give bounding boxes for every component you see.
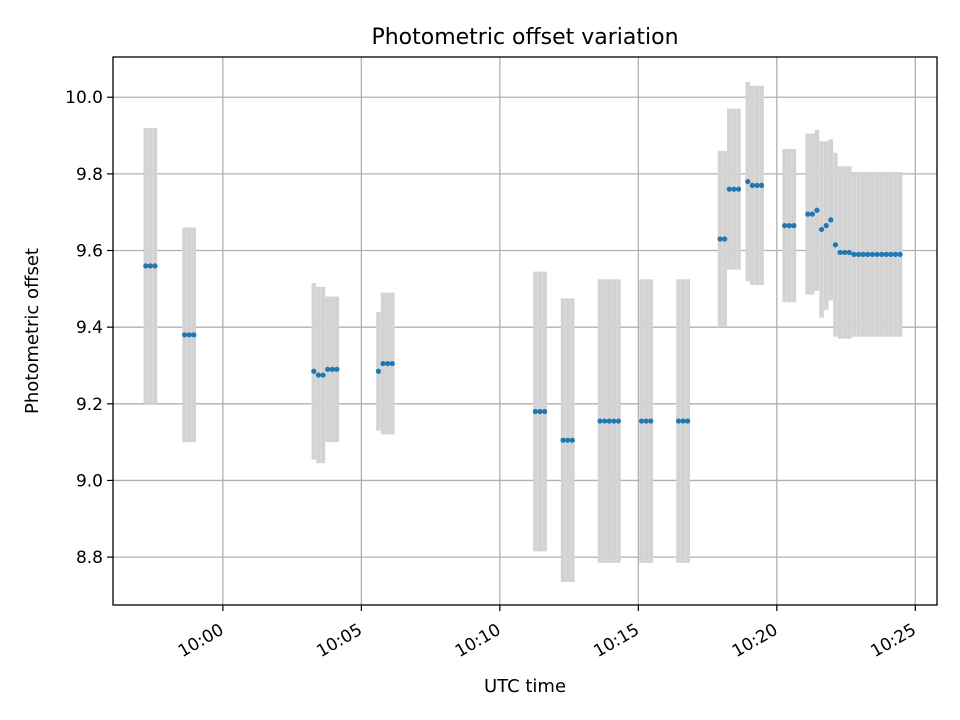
data-point [869,251,875,257]
x-tick-label: 10:05 [313,620,365,662]
data-point [147,263,153,269]
data-point [754,182,760,188]
data-point [786,223,792,229]
data-point [315,372,322,378]
data-point [782,223,788,229]
data-point [823,223,829,229]
y-tick-label: 9.0 [76,471,103,491]
data-point [375,368,382,374]
data-point [334,366,340,372]
data-point [722,236,728,242]
data-point [648,418,654,424]
data-point [191,332,197,338]
data-point [186,332,192,338]
data-point [855,251,862,257]
plot-frame [112,56,938,606]
x-tick-label: 10:00 [175,620,227,662]
data-point [389,360,395,367]
data-point [851,251,857,257]
data-point [569,437,575,443]
data-point [532,408,538,415]
data-point [542,408,548,415]
data-point [311,368,317,374]
data-point [846,249,852,256]
data-point [735,186,742,192]
data-point [685,418,691,424]
data-point [385,360,391,367]
data-point [814,207,820,213]
y-tick-label: 9.6 [76,242,103,262]
x-tick-label: 10:15 [590,620,642,662]
x-tick-label: 10:20 [729,620,781,662]
data-point [892,251,899,257]
y-tick-label: 9.2 [76,395,103,415]
x-tick-label: 10:25 [867,620,919,662]
data-point [897,251,903,257]
data-point [615,418,622,424]
data-point [602,418,608,424]
data-point [842,249,848,256]
chart-title: Photometric offset variation [371,25,678,50]
data-point [380,360,386,367]
data-point [879,251,885,257]
data-point [325,366,331,372]
data-point [611,418,617,424]
data-point [809,211,815,217]
grid-lines [113,57,937,605]
data-point [143,263,149,269]
data-point [805,211,811,217]
data-point [749,182,755,188]
data-point [717,236,723,242]
y-tick-label: 9.8 [76,165,103,185]
data-point [828,217,834,223]
data-point [638,418,645,424]
data-point [537,408,543,415]
y-axis-label: Photometric offset [22,248,43,414]
x-axis-label: UTC time [484,676,566,697]
y-axis-ticks: 8.8 9.0 9.2 9.4 9.6 9.8 10.0 [65,88,113,568]
data-point [874,251,880,257]
data-point [758,182,765,188]
data-point [791,223,797,229]
y-tick-label: 9.4 [76,318,103,338]
error-bars [143,81,903,583]
data-point [152,263,158,269]
y-tick-label: 10.0 [65,88,103,108]
data-point [565,437,571,443]
x-axis-ticks: 10:00 10:05 10:10 10:15 10:20 10:25 [175,605,920,662]
y-tick-label: 8.8 [76,548,103,568]
data-point [329,366,335,372]
data-point [320,372,326,378]
data-point [606,418,612,424]
data-point [818,226,825,233]
data-point [837,249,843,256]
data-point [860,251,866,257]
x-tick-label: 10:10 [452,620,504,662]
data-point [597,418,603,424]
data-point [731,186,737,192]
data-point [832,242,839,248]
data-point [181,332,188,338]
data-point [883,251,889,257]
data-point [680,418,686,424]
data-point [865,251,871,257]
data-point [726,186,732,192]
data-points [143,178,903,443]
data-point [675,418,682,424]
data-point [560,437,566,443]
data-point [888,251,894,257]
data-point [745,178,751,185]
data-point [643,418,649,424]
